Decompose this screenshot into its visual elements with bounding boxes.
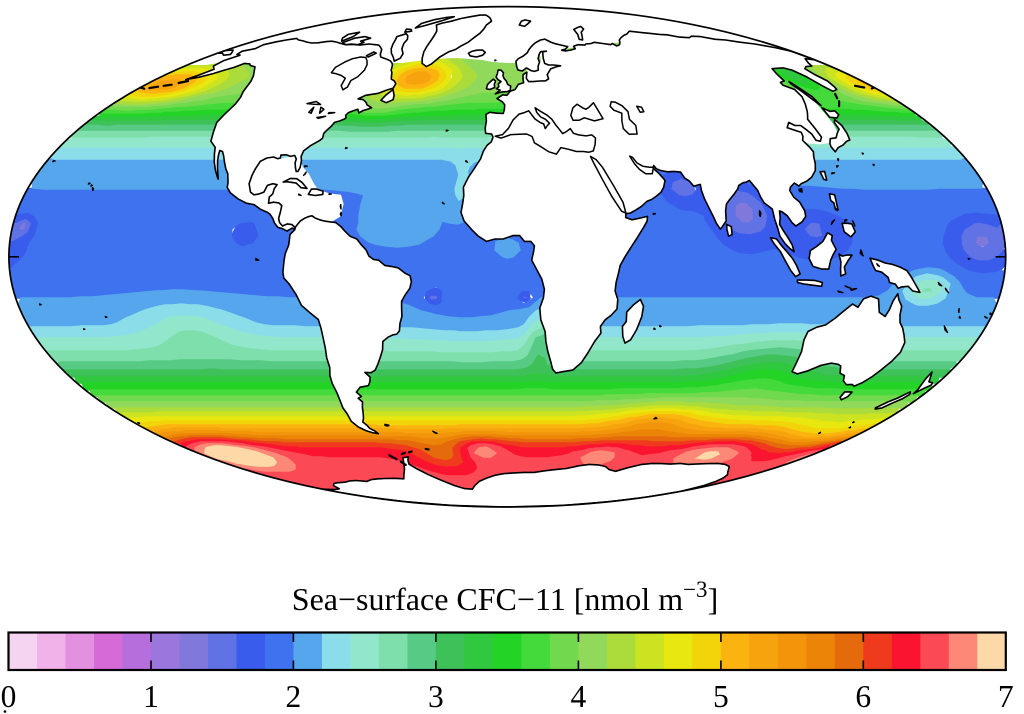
svg-text:Sea−surface CFC−11 [nmol m−3]: Sea−surface CFC−11 [nmol m−3] xyxy=(292,577,718,617)
svg-text:6: 6 xyxy=(855,679,871,714)
svg-text:0: 0 xyxy=(1,679,17,714)
svg-text:3: 3 xyxy=(428,679,444,714)
svg-text:7: 7 xyxy=(998,679,1014,714)
svg-text:1: 1 xyxy=(143,679,159,714)
svg-text:4: 4 xyxy=(571,679,587,714)
svg-text:2: 2 xyxy=(286,679,302,714)
svg-text:5: 5 xyxy=(713,679,729,714)
